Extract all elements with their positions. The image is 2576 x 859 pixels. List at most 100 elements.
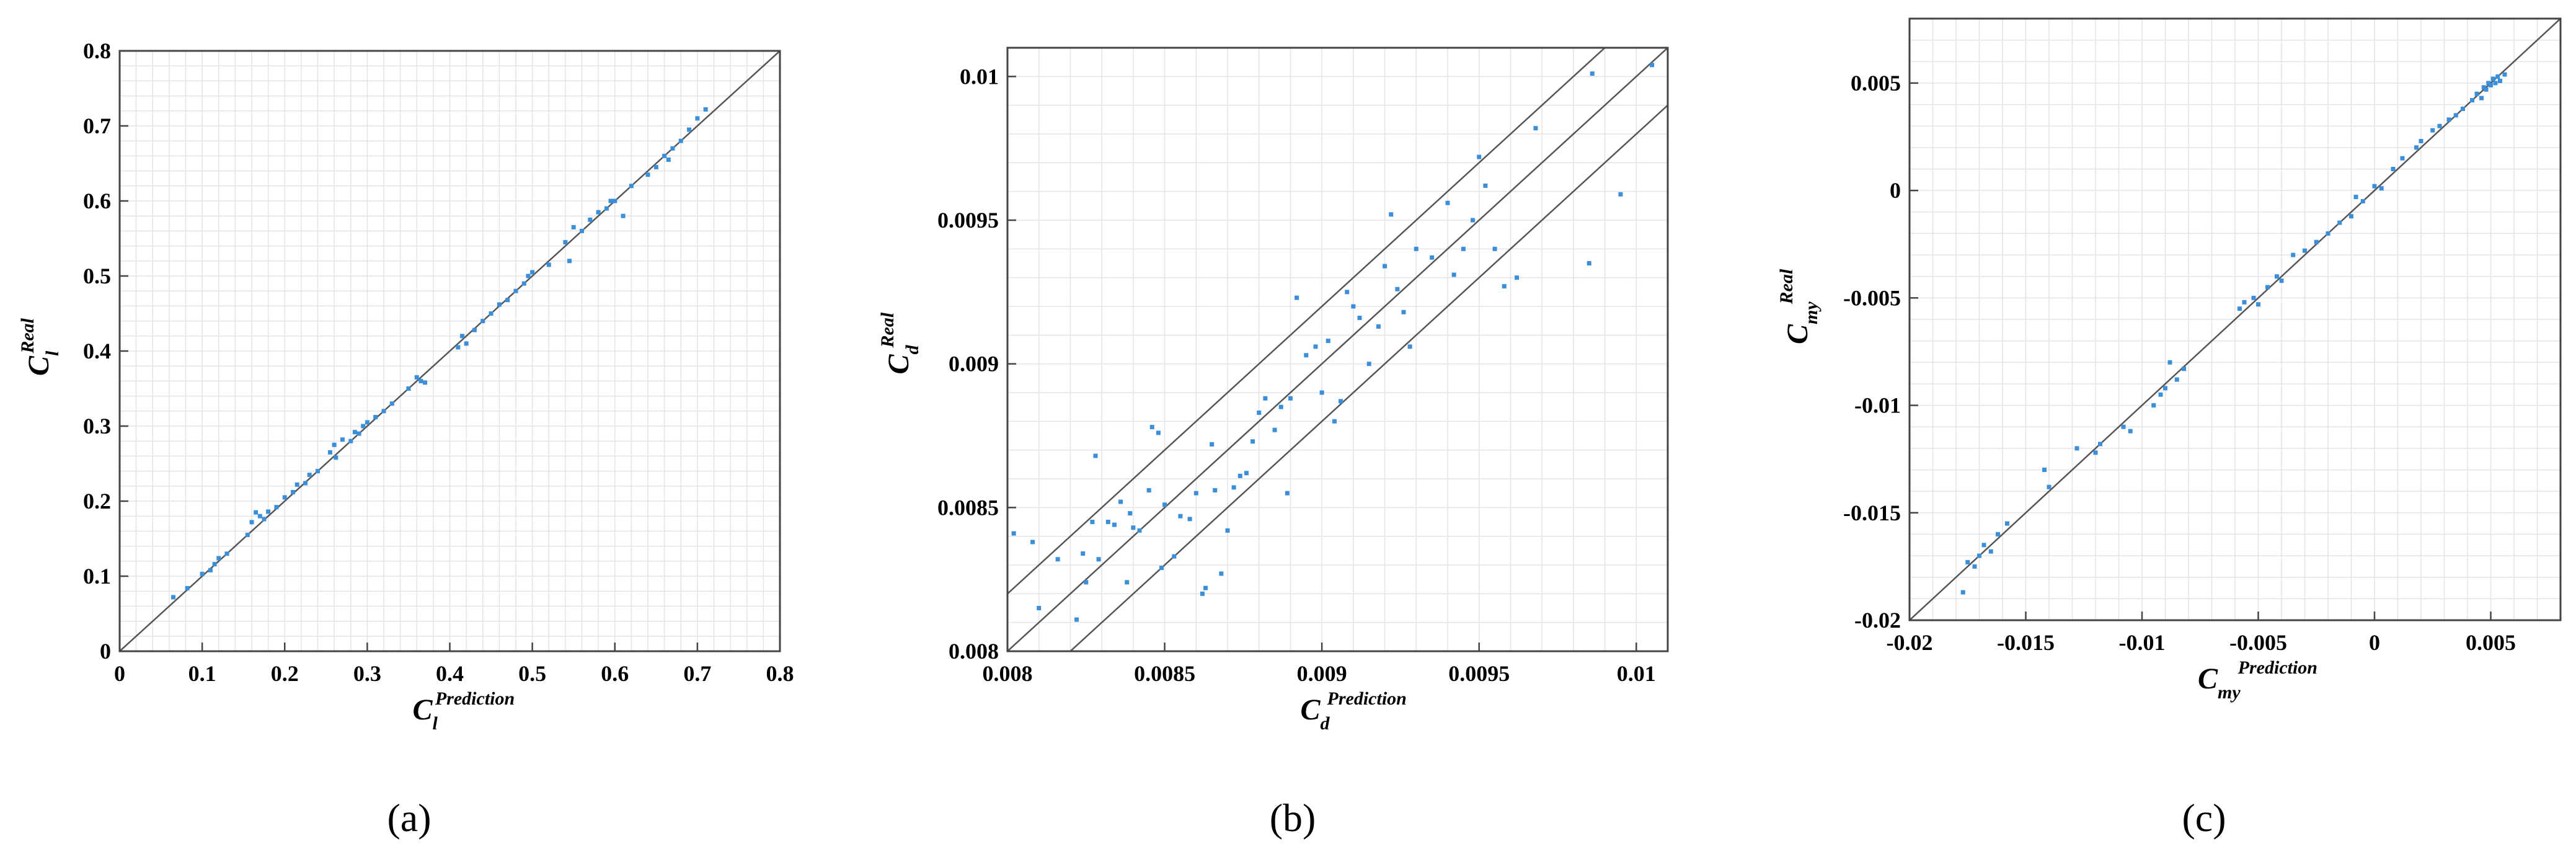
x-tick-label: 0.008 <box>983 661 1033 686</box>
data-point <box>2237 306 2242 311</box>
data-point <box>580 228 584 233</box>
data-point <box>687 127 692 132</box>
data-point <box>2493 81 2498 86</box>
data-point <box>2498 78 2502 83</box>
data-point <box>1156 430 1161 435</box>
data-point <box>2326 231 2330 236</box>
data-point <box>1304 353 1309 358</box>
data-point <box>1471 218 1476 223</box>
data-point <box>596 210 601 215</box>
data-point <box>1988 549 1993 554</box>
data-point <box>1187 517 1192 522</box>
data-point <box>1146 488 1151 493</box>
axes: 0 0.1 0.2 0.3 0.4 0.5 0.6 0.7 0.8 0 0.1 0.2 0.3 0.4 0.… <box>83 38 794 686</box>
y-tick-label: -0.01 <box>1854 393 1901 418</box>
panel-label: (b) <box>1270 796 1316 840</box>
data-point <box>1213 488 1218 493</box>
data-point <box>2349 214 2353 219</box>
data-point <box>1131 525 1136 530</box>
data-point <box>1366 362 1371 367</box>
data-point <box>2314 239 2319 244</box>
data-point <box>1237 473 1242 478</box>
data-point <box>1407 344 1412 349</box>
data-point <box>2337 220 2342 225</box>
x-tick-label: 0.3 <box>353 661 381 686</box>
reference-line <box>1910 19 2561 620</box>
data-point <box>653 165 658 170</box>
data-point <box>662 153 667 158</box>
data-point <box>1278 404 1283 409</box>
data-point <box>2470 98 2474 103</box>
data-point <box>2479 96 2484 100</box>
plot-frame <box>1006 47 1669 652</box>
y-tick-label: -0.015 <box>1843 501 1901 525</box>
y-tick-label: 0.8 <box>83 38 111 63</box>
data-point <box>1461 246 1466 251</box>
x-tick-label: -0.015 <box>1997 630 2055 655</box>
data-point <box>2372 184 2377 189</box>
data-point <box>1587 261 1591 265</box>
data-point <box>2400 156 2405 161</box>
data-point <box>1430 255 1435 260</box>
data-point <box>1977 553 1981 558</box>
x-tick-label: 0.4 <box>436 661 464 686</box>
data-point <box>224 551 229 556</box>
data-point <box>1250 439 1255 444</box>
data-point <box>2484 87 2489 92</box>
data-point <box>1477 154 1482 159</box>
x-tick-label: -0.01 <box>2119 630 2166 655</box>
data-point <box>1159 566 1164 571</box>
data-point <box>185 585 190 590</box>
data-point <box>1351 304 1356 309</box>
data-point <box>1219 571 1224 576</box>
reference-lines <box>120 51 780 651</box>
data-point <box>2360 198 2365 203</box>
data-point <box>2005 521 2009 526</box>
data-point <box>546 262 551 267</box>
data-point <box>361 424 366 429</box>
x-tick-label: 0.0085 <box>1134 661 1195 686</box>
x-tick-label: 0.009 <box>1297 661 1347 686</box>
data-point <box>459 334 464 339</box>
data-point <box>1084 580 1089 585</box>
data-point <box>2474 91 2479 96</box>
data-point <box>604 206 609 211</box>
data-point <box>2242 300 2247 305</box>
y-tick-label: 0.1 <box>83 564 111 589</box>
y-axis-label: CdReal <box>877 312 923 374</box>
grid <box>1909 18 2561 621</box>
y-tick-label: 0.2 <box>83 489 111 514</box>
data-point <box>352 430 357 435</box>
data-point <box>2047 484 2052 489</box>
data-point <box>245 532 250 537</box>
data-point <box>1225 528 1230 533</box>
data-point <box>2502 72 2507 77</box>
data-point <box>1492 246 1497 251</box>
data-point <box>670 146 675 151</box>
data-point <box>1011 531 1016 536</box>
reference-line <box>1007 48 1606 595</box>
data-point <box>1965 559 1970 564</box>
data-point <box>2093 450 2098 455</box>
data-point <box>1395 287 1400 292</box>
data-points <box>171 107 708 600</box>
data-point <box>1590 71 1595 76</box>
data-point <box>1030 540 1035 545</box>
data-point <box>2167 360 2172 365</box>
data-point <box>678 138 683 143</box>
data-point <box>1389 212 1394 217</box>
data-point <box>373 414 378 419</box>
data-point <box>521 281 526 286</box>
data-points <box>1960 72 2507 595</box>
data-point <box>365 420 370 425</box>
data-point <box>414 375 419 380</box>
data-point <box>1319 390 1324 395</box>
data-point <box>530 270 535 275</box>
data-point <box>254 510 259 515</box>
data-point <box>334 455 339 460</box>
data-point <box>1105 520 1110 524</box>
x-tick-label: 0.1 <box>188 661 216 686</box>
data-point <box>1112 522 1117 527</box>
data-point <box>1210 442 1215 447</box>
